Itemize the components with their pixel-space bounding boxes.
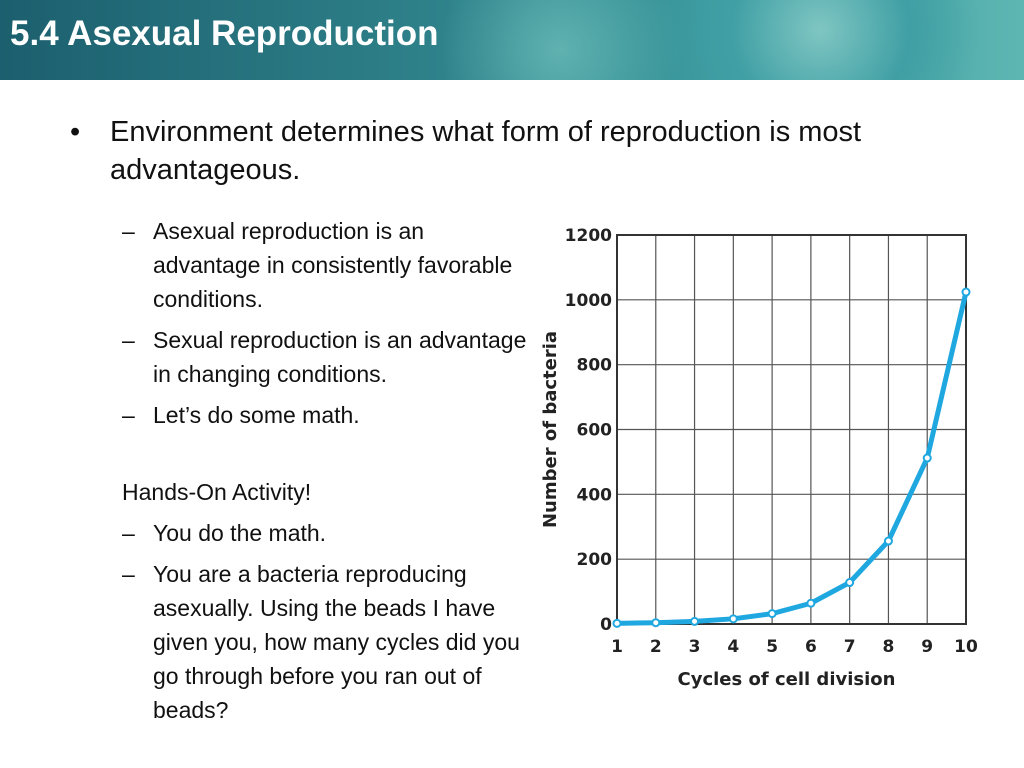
x-tick-label: 7: [844, 637, 856, 657]
y-tick-label: 1000: [565, 291, 612, 311]
x-tick-label: 3: [689, 637, 701, 657]
data-point: [806, 598, 816, 608]
note: Hands-On Activity!: [122, 479, 312, 505]
data-point: [922, 453, 932, 463]
sub-list: Asexual reproduction is an advantage in …: [122, 214, 532, 439]
sub-bullet: Sexual reproduction is an advantage in c…: [122, 323, 528, 391]
x-tick-label: 8: [883, 637, 895, 657]
x-tick-label: 4: [727, 637, 739, 657]
sub-bullet: Asexual reproduction is an advantage in …: [122, 214, 528, 316]
data-point: [845, 578, 855, 588]
x-tick-label: 1: [611, 637, 623, 657]
sub-list: You do the math. You are a bacteria repr…: [122, 516, 532, 734]
x-tick-label: 2: [650, 637, 662, 657]
slide-title: 5.4 Asexual Reproduction: [10, 14, 439, 53]
y-tick-label: 1200: [565, 226, 612, 246]
data-point: [728, 614, 738, 624]
y-axis-label: Number of bacteria: [540, 331, 561, 528]
header-banner: [0, 0, 1024, 80]
data-point: [612, 618, 622, 628]
y-tick-label: 400: [577, 485, 613, 505]
data-point: [651, 618, 661, 628]
data-point: [961, 287, 971, 297]
x-tick-label: 10: [954, 637, 978, 657]
data-point: [690, 616, 700, 626]
data-line: [616, 291, 969, 626]
sub-bullet: You do the math.: [122, 516, 528, 550]
sub-bullet: You are a bacteria reproducing asexually…: [122, 557, 528, 727]
x-tick-label: 9: [921, 637, 933, 657]
y-tick-label: 0: [600, 615, 612, 635]
x-tick-label: 5: [766, 637, 778, 657]
data-point: [883, 536, 893, 546]
main-bullet: Environment determines what form of repr…: [110, 116, 862, 186]
y-tick-label: 200: [577, 550, 613, 570]
y-tick-label: 600: [577, 421, 613, 441]
bullet-dot: •: [70, 116, 81, 148]
x-axis-label: Cycles of cell division: [678, 669, 896, 690]
data-point: [767, 609, 777, 619]
y-tick-label: 800: [577, 356, 613, 376]
plot-frame: [616, 234, 967, 625]
sub-bullet: Let’s do some math.: [122, 398, 528, 432]
x-tick-label: 6: [805, 637, 817, 657]
